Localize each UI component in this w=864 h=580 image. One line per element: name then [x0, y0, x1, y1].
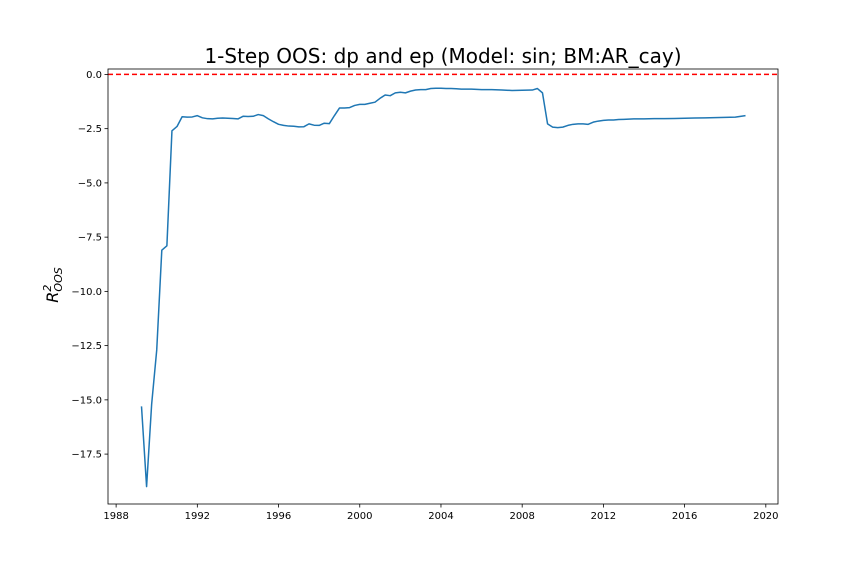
x-tick-label: 2000	[347, 511, 372, 522]
x-tick-label: 1992	[185, 511, 210, 522]
x-tick-label: 2016	[672, 511, 697, 522]
series-line-1	[140, 87, 746, 488]
y-tick-label: −5.0	[78, 178, 102, 189]
y-axis-label: R2OOS	[41, 267, 65, 302]
x-axis: 1988 1992 1996 2000 2004 2008 2012 2016 2020	[103, 504, 779, 522]
plot-frame	[107, 68, 779, 505]
chart-title: 1-Step OOS: dp and ep (Model: sin; BM:AR…	[204, 44, 681, 68]
y-axis-label-subscript: OOS	[52, 267, 65, 291]
y-tick-label: −17.5	[71, 450, 102, 461]
x-tick-label: 1996	[266, 511, 291, 522]
x-tick-label: 2020	[753, 511, 778, 522]
y-axis-label-base: R	[43, 292, 62, 303]
y-tick-label: 0.0	[86, 70, 102, 81]
x-tick-label: 2004	[428, 511, 453, 522]
y-tick-label: −2.5	[78, 124, 102, 135]
y-axis-label-superscript: 2	[41, 285, 54, 292]
x-tick-label: 1988	[103, 511, 128, 522]
y-axis: 0.0 −2.5 −5.0 −7.5 −10.0 −12.5 −15.0 −17.5	[71, 70, 108, 461]
x-tick-label: 2008	[509, 511, 534, 522]
plot-area	[108, 73, 778, 488]
y-tick-label: −7.5	[78, 233, 102, 244]
y-tick-label: −12.5	[71, 341, 102, 352]
y-tick-label: −15.0	[71, 395, 102, 406]
y-tick-label: −10.0	[71, 287, 102, 298]
x-tick-label: 2012	[591, 511, 616, 522]
